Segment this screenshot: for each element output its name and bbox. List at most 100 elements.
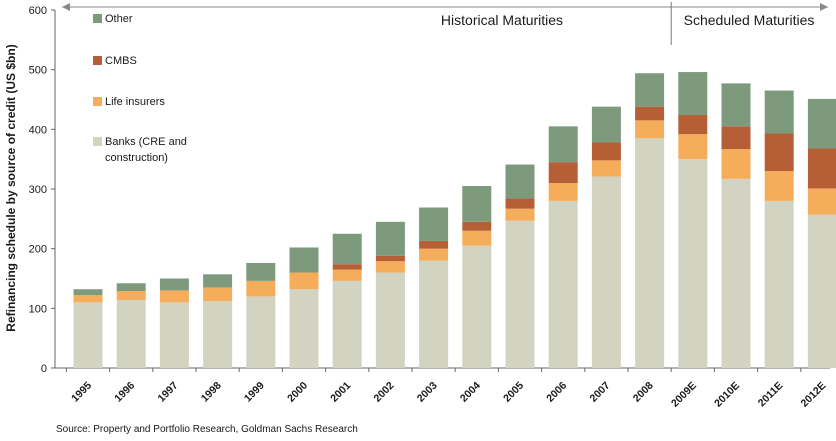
legend-label: CMBS <box>105 55 137 67</box>
bar-segment-banks-cre-and-construction <box>462 245 492 368</box>
historical-maturities-label: Historical Maturities <box>441 12 563 28</box>
bar-segment-cmbs <box>332 264 362 270</box>
y-tick-label: 100 <box>29 303 47 315</box>
y-tick-label: 600 <box>29 5 47 17</box>
bar-segment-life-insurers <box>764 171 794 201</box>
bar-segment-banks-cre-and-construction <box>246 296 276 368</box>
y-tick-label: 500 <box>29 65 47 77</box>
y-axis-label: Refinancing schedule by source of credit… <box>4 44 18 331</box>
scheduled-maturities-label: Scheduled Maturities <box>684 12 815 28</box>
bar-segment-other <box>505 164 535 199</box>
bar-segment-banks-cre-and-construction <box>419 260 449 368</box>
y-tick-label: 300 <box>29 184 47 196</box>
bar-segment-other <box>246 262 276 281</box>
bar-segment-cmbs <box>678 115 708 135</box>
bar-segment-banks-cre-and-construction <box>635 138 665 368</box>
arrow-left-icon <box>62 3 70 11</box>
bar-segment-other <box>591 106 621 143</box>
y-tick-label: 200 <box>29 244 47 256</box>
bar-segment-other <box>375 221 405 256</box>
bar-segment-life-insurers <box>807 188 836 215</box>
bar-segment-other <box>764 90 794 134</box>
x-tick-label: 1995 <box>69 380 94 405</box>
bars <box>73 72 836 368</box>
bar-segment-life-insurers <box>591 160 621 177</box>
bar-segment-banks-cre-and-construction <box>332 280 362 368</box>
bar-segment-banks-cre-and-construction <box>764 200 794 368</box>
bar-segment-other <box>678 72 708 116</box>
x-tick-label: 2007 <box>588 380 613 405</box>
legend: Other CMBS Life insurers Banks (CRE and cons… <box>93 13 187 164</box>
x-tick-label: 2005 <box>501 380 526 405</box>
x-tick-label: 1997 <box>156 380 181 405</box>
period-annotations: Historical Maturities Scheduled Maturitie… <box>62 2 828 45</box>
bar-segment-other <box>203 274 233 288</box>
x-tick-label: 1998 <box>199 380 224 405</box>
bar-segment-life-insurers <box>635 120 665 139</box>
x-tick-label: 2012E <box>799 380 829 410</box>
bar-segment-life-insurers <box>505 208 535 221</box>
bar-segment-life-insurers <box>721 149 751 179</box>
bar-segment-life-insurers <box>332 269 362 281</box>
x-tick-label: 2002 <box>372 380 397 405</box>
bar-segment-banks-cre-and-construction <box>116 299 146 368</box>
legend-label: Life insurers <box>105 96 165 108</box>
bar-segment-cmbs <box>548 162 578 184</box>
bar-segment-banks-cre-and-construction <box>721 178 751 368</box>
bar-segment-banks-cre-and-construction <box>807 214 836 368</box>
bar-segment-other <box>635 73 665 107</box>
legend-label: Other <box>105 13 133 25</box>
x-tick-label: 1999 <box>242 380 267 405</box>
bar-segment-banks-cre-and-construction <box>289 289 319 368</box>
bar-segment-cmbs <box>721 126 751 150</box>
x-tick-label: 2004 <box>458 380 483 405</box>
x-tick-label: 2003 <box>415 380 440 405</box>
x-tick-label: 2008 <box>631 380 656 405</box>
arrow-right-icon <box>820 3 828 11</box>
x-tick-label: 1996 <box>112 380 137 405</box>
bar-segment-other <box>419 207 449 241</box>
x-tick-label: 2000 <box>285 380 310 405</box>
legend-swatch <box>93 56 102 65</box>
bar-segment-banks-cre-and-construction <box>548 200 578 368</box>
bar-segment-banks-cre-and-construction <box>591 176 621 368</box>
bar-segment-banks-cre-and-construction <box>159 302 189 368</box>
bar-segment-cmbs <box>591 142 621 161</box>
bar-segment-other <box>159 278 189 291</box>
bar-segment-cmbs <box>419 240 449 249</box>
bar-segment-life-insurers <box>289 272 319 290</box>
x-tick-label: 2011E <box>756 380 786 410</box>
bar-segment-cmbs <box>807 148 836 189</box>
legend-swatch <box>93 97 102 106</box>
bar-segment-cmbs <box>462 221 492 231</box>
bar-segment-other <box>807 98 836 149</box>
bar-segment-banks-cre-and-construction <box>505 220 535 368</box>
bar-segment-other <box>462 186 492 222</box>
x-tick-label: 2009E <box>669 380 699 410</box>
bar-segment-life-insurers <box>375 261 405 273</box>
bar-segment-other <box>548 126 578 163</box>
bar-segment-life-insurers <box>548 183 578 201</box>
bar-segment-banks-cre-and-construction <box>678 159 708 368</box>
bar-segment-other <box>332 233 362 265</box>
source-note: Source: Property and Portfolio Research,… <box>56 424 358 435</box>
legend-swatch <box>93 137 102 146</box>
bar-segment-life-insurers <box>116 291 146 300</box>
bar-segment-banks-cre-and-construction <box>375 272 405 368</box>
bar-segment-cmbs <box>505 198 535 209</box>
x-tick-label: 2006 <box>544 380 569 405</box>
bar-segment-cmbs <box>764 133 794 172</box>
bar-segment-life-insurers <box>462 230 492 246</box>
bar-segment-cmbs <box>375 255 405 262</box>
bar-segment-other <box>721 83 751 127</box>
bar-segment-life-insurers <box>203 287 233 302</box>
bar-segment-life-insurers <box>419 248 449 261</box>
x-tick-label: 2001 <box>328 380 353 405</box>
bar-segment-banks-cre-and-construction <box>73 302 103 368</box>
bar-segment-other <box>73 289 103 296</box>
bar-segment-other <box>289 247 319 273</box>
legend-swatch <box>93 14 102 23</box>
y-tick-label: 400 <box>29 124 47 136</box>
bar-segment-cmbs <box>635 106 665 121</box>
